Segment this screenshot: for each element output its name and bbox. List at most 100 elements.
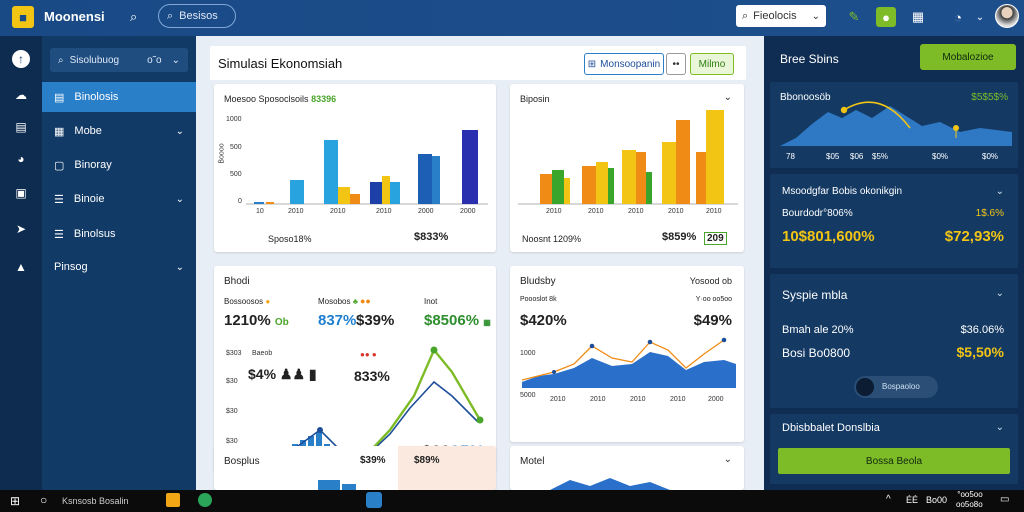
browser-icon[interactable] — [198, 493, 212, 507]
toggle-switch[interactable]: Bospaoloo — [854, 376, 938, 398]
page-title: Simulasi Ekonomsiah — [218, 56, 343, 71]
top-dropdown[interactable]: ⌕ Fieolocis ⌄ — [736, 5, 826, 27]
clock[interactable]: °oo5oo oo5o8o — [956, 490, 983, 510]
inbox-icon[interactable]: ▣ — [15, 186, 27, 200]
bell-icon[interactable]: ● — [876, 7, 896, 27]
top-bar: ■ Moonensi ⌕ ⌕ Besisos ⌕ Fieolocis ⌄ ✎ ●… — [0, 0, 1024, 36]
metric-label-text: Bossoosos — [224, 297, 264, 306]
y-tick: $30 — [226, 408, 238, 415]
folder-icon[interactable]: ▲ — [15, 260, 27, 274]
sidebar-item-binoie[interactable]: ☰ Binoie ⌄ — [42, 184, 196, 214]
filter-icon[interactable]: o˜o — [147, 54, 162, 66]
chevron-down-icon[interactable]: ⌄ — [723, 92, 732, 103]
x-tick: 2010 — [330, 208, 346, 215]
y-tick: $303 — [226, 350, 242, 357]
app-icon[interactable] — [366, 492, 382, 508]
bar-chart — [246, 130, 488, 205]
x-tick: 2010 — [668, 208, 684, 215]
bar — [318, 480, 340, 490]
chevron-down-icon: ⌄ — [175, 261, 184, 273]
sidebar-item-binolosis[interactable]: ▤ Binolosis — [42, 82, 196, 112]
card-footer-left: Sposo18% — [268, 234, 312, 244]
card-value: $420% — [520, 312, 567, 329]
y-axis-label: Boooo — [218, 143, 226, 164]
bar — [338, 187, 350, 204]
search-circle-icon[interactable]: ○ — [40, 493, 48, 507]
section-title: Syspie mbla — [782, 288, 848, 302]
chevron-down-icon: ⌄ — [175, 125, 184, 137]
app-logo-icon[interactable]: ■ — [12, 6, 34, 28]
y-tick: 1000 — [226, 116, 242, 123]
x-tick: 2010 — [588, 208, 604, 215]
bar — [254, 202, 264, 204]
document-icon[interactable]: ▤ — [15, 120, 27, 134]
avatar[interactable] — [995, 4, 1019, 28]
coin-icon: ●● ● — [360, 350, 377, 359]
cloud-icon[interactable]: ☁ — [15, 88, 27, 102]
card-subtitle: Y·oo oo5oo — [695, 296, 732, 303]
bar — [636, 152, 646, 204]
logo-icon[interactable]: ↑ — [12, 50, 30, 68]
chevron-up-icon[interactable]: ^ — [886, 494, 891, 505]
taskbar-search-input[interactable]: Ksnsosb Bosalin — [62, 496, 129, 506]
chart-card-2: Biposin ⌄ 2010 2010 2010 2010 2010 Noosn… — [510, 84, 744, 252]
metric-value: $39% — [356, 312, 395, 329]
search-icon: ⌕ — [742, 9, 749, 22]
line-card: Bludsby Yosood ob Poooslot 8k Y·oo oo5oo… — [510, 266, 744, 442]
bar — [540, 174, 552, 204]
grid-icon[interactable]: ▦ — [911, 9, 925, 24]
clock-date: oo5o8o — [956, 500, 983, 509]
leaf-icon: ♣ — [352, 297, 358, 306]
mobalozioe-button[interactable]: Mobalozioe — [920, 44, 1016, 70]
bar — [582, 166, 596, 204]
chart-icon[interactable]: ◕ — [17, 152, 25, 166]
top-search-input[interactable]: ⌕ Besisos — [158, 4, 236, 28]
pin-icon[interactable]: ✎ — [848, 9, 860, 24]
bar — [266, 202, 274, 204]
area-chart — [550, 478, 670, 490]
x-tick: 2010 — [706, 208, 722, 215]
help-icon[interactable]: ◔ — [954, 9, 962, 25]
windows-start-icon[interactable]: ⊞ — [10, 494, 21, 508]
metric-value-text: 1210% — [224, 312, 271, 329]
sidebar-item-binoray[interactable]: ▢ Binoray — [42, 150, 196, 180]
right-section-3: Dbisbbalet Donslbia ⌄ Bossa Beola — [770, 414, 1018, 484]
folder-icon[interactable] — [166, 493, 180, 507]
right-panel: Bree Sbins Mobalozioe Bbonoosöb $5$5$% 7… — [764, 36, 1024, 490]
more-button[interactable]: •• — [666, 53, 686, 75]
send-icon[interactable]: ➤ — [15, 222, 27, 236]
bar — [696, 152, 706, 204]
section-row-label: Bourdodr°806% — [782, 208, 853, 219]
toggle-knob — [856, 378, 874, 396]
main-content: Simulasi Ekonomsiah ⊞ Monsoopanin •• Mil… — [196, 36, 764, 490]
milmo-button[interactable]: Milmo — [690, 53, 734, 75]
tray-icon[interactable]: ÉÉ — [906, 495, 919, 505]
search-icon[interactable]: ⌕ — [130, 9, 138, 24]
bar — [370, 182, 382, 204]
chevron-down-icon: ⌄ — [171, 54, 180, 66]
sidebar-search-input[interactable]: ⌕ Sisolubuog o˜o ⌄ — [50, 48, 188, 72]
x-tick: 2010 — [376, 208, 392, 215]
sidebar: ⌕ Sisolubuog o˜o ⌄ ▤ Binolosis ▦ Mobe ⌄ … — [42, 36, 196, 490]
sidebar-item-label: Binolosis — [74, 91, 119, 103]
area-chart — [780, 101, 1012, 146]
chevron-down-icon[interactable]: ⌄ — [995, 186, 1004, 197]
monitor-button[interactable]: ⊞ Monsoopanin — [584, 53, 664, 75]
sidebar-item-label: Mobe — [74, 125, 102, 137]
sidebar-item-pinsog[interactable]: Pinsog ⌄ — [42, 252, 196, 282]
chevron-down-icon[interactable]: ⌄ — [723, 454, 732, 465]
chevron-down-icon[interactable]: ⌄ — [975, 11, 985, 23]
area-chart — [521, 337, 736, 388]
bar-chart — [518, 110, 738, 205]
bar — [432, 156, 440, 204]
table-icon: ▦ — [54, 125, 65, 138]
sidebar-item-mobe[interactable]: ▦ Mobe ⌄ — [42, 116, 196, 146]
right-panel-title: Bree Sbins — [780, 52, 839, 66]
bossa-button[interactable]: Bossa Beola — [778, 448, 1010, 474]
sidebar-item-binolsus[interactable]: ☰ Binolsus — [42, 219, 196, 249]
card-title-text: Moesoo Sposoclsoils — [224, 94, 309, 104]
notification-icon[interactable]: ▭ — [1000, 494, 1010, 505]
chevron-down-icon[interactable]: ⌄ — [995, 422, 1004, 433]
x-tick: 78 — [786, 152, 795, 161]
chevron-down-icon[interactable]: ⌄ — [995, 288, 1004, 299]
